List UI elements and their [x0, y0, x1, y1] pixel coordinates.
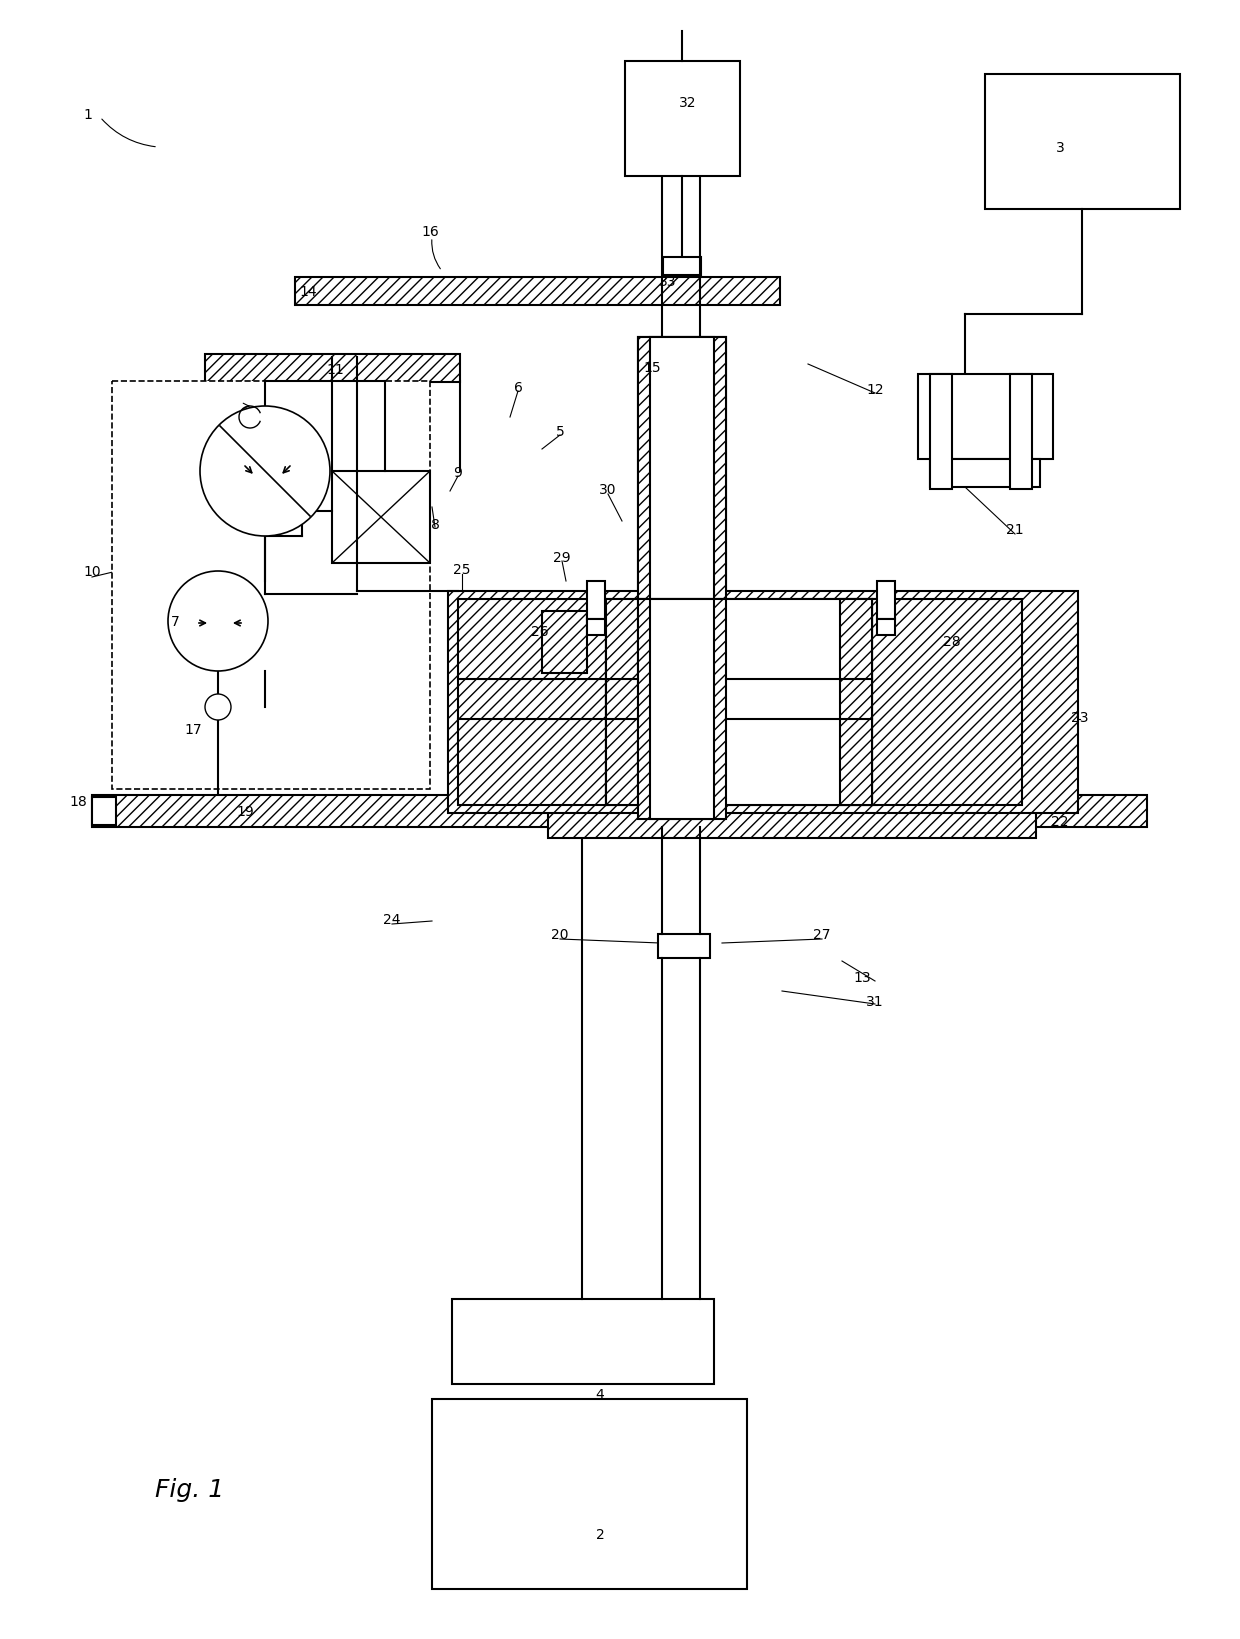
Bar [112, 382, 430, 790]
Text: 17: 17 [185, 723, 202, 736]
Text: 14: 14 [299, 285, 316, 298]
Text: 21: 21 [1006, 523, 1024, 536]
Text: 3: 3 [1055, 141, 1064, 156]
Text: 33: 33 [660, 275, 677, 288]
Bar [606, 600, 872, 805]
Text: 27: 27 [813, 928, 831, 941]
Bar [92, 795, 1147, 828]
Bar [295, 279, 780, 306]
Bar [92, 798, 117, 826]
Bar [918, 375, 1053, 459]
Bar [606, 600, 639, 805]
Bar [839, 600, 872, 805]
Text: 22: 22 [1052, 815, 1069, 828]
Text: 4: 4 [595, 1387, 604, 1401]
Bar [650, 338, 714, 600]
Text: 29: 29 [553, 551, 570, 565]
Bar [663, 257, 701, 275]
Text: 13: 13 [853, 970, 870, 985]
Text: 20: 20 [552, 928, 569, 941]
Bar [872, 600, 1022, 805]
Text: 8: 8 [430, 518, 439, 531]
Bar [930, 459, 1040, 488]
Bar [639, 338, 725, 638]
Text: 2: 2 [595, 1528, 604, 1541]
Text: 6: 6 [513, 380, 522, 395]
Bar [877, 620, 895, 636]
Bar [587, 620, 605, 636]
Text: 19: 19 [236, 805, 254, 818]
Text: Fig. 1: Fig. 1 [155, 1477, 224, 1501]
Text: 7: 7 [171, 615, 180, 629]
Bar [448, 592, 1078, 813]
Bar [542, 611, 587, 674]
Text: 28: 28 [944, 634, 961, 649]
Bar [650, 600, 714, 820]
Text: 10: 10 [83, 565, 100, 579]
Bar [458, 600, 606, 805]
Bar [432, 1400, 746, 1590]
Text: 24: 24 [383, 913, 401, 926]
Text: 25: 25 [454, 562, 471, 577]
Bar [985, 75, 1180, 210]
Bar [930, 375, 952, 490]
Text: 9: 9 [454, 465, 463, 480]
Text: 12: 12 [867, 384, 884, 397]
Text: 30: 30 [599, 484, 616, 497]
Text: 5: 5 [556, 425, 564, 439]
Bar [639, 338, 725, 600]
Text: 15: 15 [644, 361, 661, 375]
Bar [587, 582, 605, 620]
Bar [877, 582, 895, 620]
Bar [205, 354, 460, 384]
Text: 1: 1 [83, 108, 93, 121]
Circle shape [205, 695, 231, 721]
Text: 31: 31 [867, 995, 884, 1008]
Circle shape [167, 572, 268, 672]
Bar [658, 934, 711, 959]
Text: 32: 32 [680, 97, 697, 110]
Text: 18: 18 [69, 795, 87, 808]
Bar [548, 813, 1035, 839]
Text: 23: 23 [1071, 711, 1089, 724]
Text: 11: 11 [326, 362, 343, 377]
Bar [639, 600, 725, 820]
Bar [332, 472, 430, 564]
Text: 16: 16 [422, 225, 439, 239]
Text: 26: 26 [531, 624, 549, 639]
Bar [453, 1300, 714, 1385]
Bar [625, 62, 740, 177]
Bar [1011, 375, 1032, 490]
Circle shape [200, 406, 330, 536]
